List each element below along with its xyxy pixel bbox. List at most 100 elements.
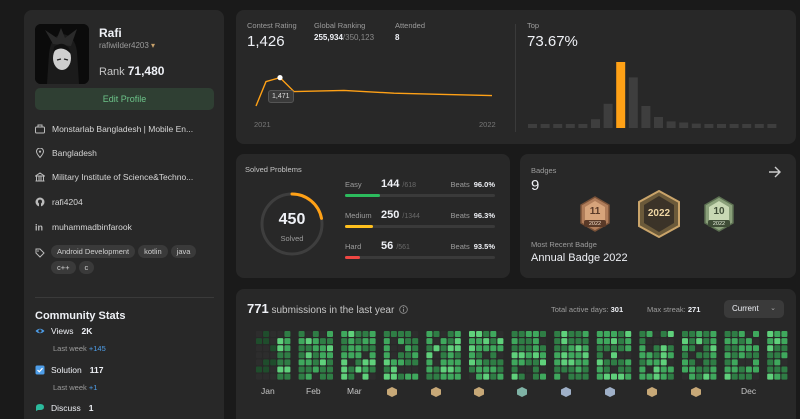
contest-badge-icon	[561, 387, 571, 397]
heatmap-cell	[341, 338, 348, 345]
heatmap-cell	[426, 338, 433, 345]
annual-badge-icon[interactable]	[636, 190, 682, 238]
heatmap-cell	[284, 345, 291, 352]
heatmap-cell	[582, 352, 589, 359]
heatmap-cell	[532, 359, 539, 366]
heatmap-cell	[660, 359, 667, 366]
heatmap-cell	[298, 373, 305, 380]
heatmap-cell	[256, 345, 262, 352]
hard-row: Hard 56 /561 Beats 93.5%	[345, 240, 495, 259]
heatmap-cell	[724, 373, 731, 380]
heatmap-cell	[710, 359, 717, 366]
linkedin-text[interactable]: muhammadbinfarook	[52, 222, 132, 232]
heatmap-cell	[426, 352, 433, 359]
top-histogram[interactable]	[528, 60, 784, 130]
arrow-right-icon[interactable]	[768, 166, 782, 178]
heatmap-cell	[724, 345, 731, 352]
heatmap-cell	[625, 352, 632, 359]
heatmap-cell	[618, 345, 625, 352]
heatmap-cell	[611, 366, 617, 373]
heatmap-cell	[390, 366, 397, 373]
heatmap-cell	[298, 345, 305, 352]
skill-tag[interactable]: c	[78, 261, 95, 274]
heatmap-cell	[568, 345, 575, 352]
heatmap-cell	[781, 331, 788, 337]
heatmap-cell	[270, 366, 277, 373]
histogram-bar	[553, 124, 563, 128]
heatmap-cell	[611, 331, 617, 337]
avatar[interactable]	[35, 24, 89, 84]
skill-tag[interactable]: c++	[51, 261, 76, 274]
skill-tag[interactable]: java	[170, 245, 197, 258]
heatmap-cell	[532, 373, 539, 380]
heatmap-cell	[611, 373, 617, 380]
heatmap-cell	[618, 338, 625, 345]
heatmap-cell	[554, 345, 561, 352]
heatmap-cell	[433, 345, 440, 352]
heatmap-cell	[696, 352, 703, 359]
heatmap-cell	[440, 345, 447, 352]
solved-ring-arc	[290, 192, 323, 220]
heatmap-cell	[433, 338, 440, 345]
heatmap-cell	[682, 373, 688, 380]
heatmap-cell	[682, 366, 688, 373]
heatmap-cell	[653, 352, 660, 359]
heatmap-cell	[682, 338, 688, 345]
solved-problems-card: Solved Problems 450 Solved Easy 144 /618 B…	[236, 154, 510, 278]
heatmap-cell	[362, 366, 369, 373]
heatmap-cell	[348, 338, 355, 345]
submission-heatmap[interactable]	[256, 330, 788, 384]
heatmap-cell	[667, 359, 674, 366]
info-icon[interactable]	[399, 305, 408, 314]
github-row[interactable]: rafi4204	[35, 197, 83, 207]
rating-line-chart[interactable]	[254, 62, 498, 122]
heatmap-cell	[774, 366, 781, 373]
heatmap-cell	[383, 352, 390, 359]
heatmap-cell	[561, 373, 568, 380]
submissions-card: 771 submissions in the last year Total a…	[236, 289, 796, 419]
edit-profile-button[interactable]: Edit Profile	[35, 88, 214, 110]
heatmap-cell	[540, 352, 546, 359]
heatmap-cell	[497, 366, 504, 373]
heatmap-cell	[518, 352, 525, 359]
heatmap-cell	[703, 331, 710, 337]
histogram-bar	[654, 117, 663, 128]
badge-number: 11	[589, 206, 601, 217]
heatmap-cell	[511, 331, 518, 337]
community-stats-title: Community Stats	[35, 310, 126, 322]
histogram-bar	[679, 122, 689, 128]
skill-tag[interactable]: Android Development	[51, 245, 136, 258]
heatmap-cell	[682, 359, 688, 366]
heatmap-cell	[348, 345, 355, 352]
heatmap-cell	[554, 331, 561, 337]
heatmap-cell	[696, 338, 703, 345]
linkedin-icon: in	[35, 223, 43, 233]
heatmap-cell	[731, 352, 738, 359]
heatmap-cell	[696, 331, 703, 337]
badge-icon[interactable]	[702, 196, 736, 232]
github-text[interactable]: rafi4204	[52, 197, 83, 207]
skill-tag[interactable]: kotlin	[138, 245, 168, 258]
heatmap-cell	[639, 345, 646, 352]
heatmap-cell	[454, 359, 461, 366]
heatmap-cell	[256, 338, 262, 345]
heatmap-cell	[575, 345, 582, 352]
heatmap-cell	[710, 345, 717, 352]
profile-card: Rafi rafiwilder4203 ▾ Rank 71,480 Edit P…	[24, 10, 224, 419]
heatmap-cell	[710, 352, 717, 359]
heatmap-cell	[518, 373, 525, 380]
year-select[interactable]: Current ⌄	[724, 300, 784, 318]
views-last-week: Last week +145	[53, 344, 106, 353]
heatmap-cell	[256, 366, 262, 373]
linkedin-row[interactable]: in muhammadbinfarook	[35, 222, 132, 232]
heatmap-cell	[561, 338, 568, 345]
recent-badge-label: Most Recent Badge	[531, 240, 597, 249]
badge-icon[interactable]	[578, 196, 612, 232]
heatmap-cell	[369, 373, 376, 380]
location-pin-icon	[35, 148, 45, 158]
heatmap-cell	[497, 352, 504, 359]
heatmap-cell	[277, 359, 284, 366]
contest-badge-icon	[387, 387, 397, 397]
heatmap-cell	[476, 366, 483, 373]
solved-ring[interactable]	[258, 190, 326, 258]
